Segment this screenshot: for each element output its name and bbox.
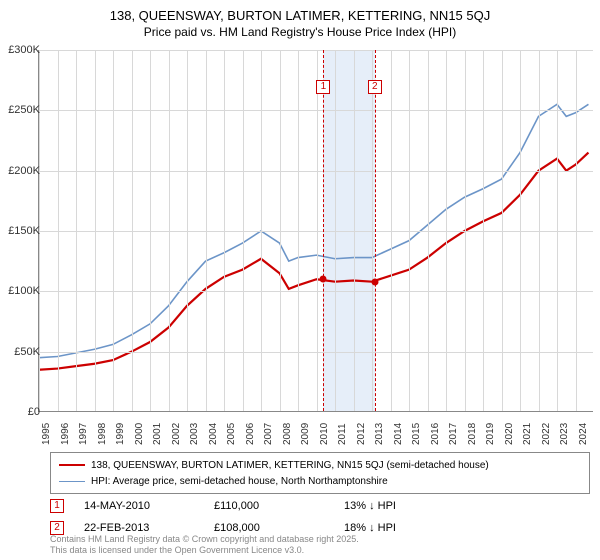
grid-line-v: [280, 50, 281, 411]
x-axis-label: 2024: [578, 423, 589, 445]
y-axis-label: £150K: [8, 225, 40, 237]
grid-line-v: [76, 50, 77, 411]
sale-marker-line: [375, 50, 376, 411]
x-axis-label: 2013: [374, 423, 385, 445]
grid-line-v: [224, 50, 225, 411]
grid-line-v: [335, 50, 336, 411]
grid-line-v: [539, 50, 540, 411]
x-axis-label: 2002: [171, 423, 182, 445]
footer-line-2: This data is licensed under the Open Gov…: [50, 545, 359, 556]
grid-line-v: [354, 50, 355, 411]
chart-plot-area: 12: [38, 50, 593, 412]
grid-line-v: [317, 50, 318, 411]
x-axis-label: 2011: [337, 423, 348, 445]
sale-dot: [320, 276, 327, 283]
x-axis-label: 2006: [245, 423, 256, 445]
x-axis-label: 2016: [430, 423, 441, 445]
y-axis-label: £50K: [14, 346, 40, 358]
x-axis-label: 2009: [300, 423, 311, 445]
legend: 138, QUEENSWAY, BURTON LATIMER, KETTERIN…: [50, 452, 590, 538]
x-axis-label: 2012: [356, 423, 367, 445]
grid-line-v: [409, 50, 410, 411]
transaction-date: 14-MAY-2010: [84, 500, 214, 512]
x-axis-label: 2003: [189, 423, 200, 445]
sale-marker-box: 1: [316, 80, 330, 94]
legend-box: 138, QUEENSWAY, BURTON LATIMER, KETTERIN…: [50, 452, 590, 494]
x-axis-label: 2007: [263, 423, 274, 445]
transaction-price: £110,000: [214, 500, 344, 512]
legend-row: 138, QUEENSWAY, BURTON LATIMER, KETTERIN…: [59, 457, 581, 473]
x-axis-label: 2015: [411, 423, 422, 445]
grid-line-v: [372, 50, 373, 411]
x-axis-label: 1999: [115, 423, 126, 445]
x-axis-label: 1997: [78, 423, 89, 445]
sale-dot: [371, 278, 378, 285]
transactions-list: 1 14-MAY-2010£110,00013% ↓ HPI 2 22-FEB-201…: [50, 496, 590, 538]
grid-line-v: [187, 50, 188, 411]
sale-marker-line: [323, 50, 324, 411]
x-axis-label: 2000: [134, 423, 145, 445]
grid-line-v: [95, 50, 96, 411]
x-axis-label: 2021: [522, 423, 533, 445]
legend-swatch: [59, 481, 85, 482]
x-axis-label: 1998: [97, 423, 108, 445]
transaction-marker: 1: [50, 499, 64, 513]
transaction-date: 22-FEB-2013: [84, 522, 214, 534]
sale-marker-box: 2: [368, 80, 382, 94]
grid-line-v: [298, 50, 299, 411]
footer: Contains HM Land Registry data © Crown c…: [50, 534, 359, 556]
y-axis-label: £250K: [8, 104, 40, 116]
x-axis-label: 1996: [60, 423, 71, 445]
x-axis-label: 2005: [226, 423, 237, 445]
legend-label: HPI: Average price, semi-detached house,…: [91, 476, 388, 487]
legend-swatch: [59, 464, 85, 466]
x-axis-label: 2004: [208, 423, 219, 445]
grid-line-v: [428, 50, 429, 411]
y-axis-label: £0: [28, 406, 40, 418]
grid-line-v: [243, 50, 244, 411]
grid-line-v: [446, 50, 447, 411]
grid-line-v: [113, 50, 114, 411]
x-axis-label: 2010: [319, 423, 330, 445]
x-axis-label: 2019: [485, 423, 496, 445]
x-axis-label: 2001: [152, 423, 163, 445]
legend-row: HPI: Average price, semi-detached house,…: [59, 473, 581, 489]
grid-line-v: [483, 50, 484, 411]
chart-container: 138, QUEENSWAY, BURTON LATIMER, KETTERIN…: [0, 0, 600, 560]
grid-line-v: [391, 50, 392, 411]
chart-subtitle: Price paid vs. HM Land Registry's House …: [0, 23, 600, 39]
grid-line-v: [520, 50, 521, 411]
y-axis-label: £100K: [8, 285, 40, 297]
transaction-delta: 18% ↓ HPI: [344, 522, 474, 534]
x-axis-label: 2022: [541, 423, 552, 445]
transaction-delta: 13% ↓ HPI: [344, 500, 474, 512]
grid-line-v: [261, 50, 262, 411]
grid-line-v: [169, 50, 170, 411]
x-axis-label: 2014: [393, 423, 404, 445]
transaction-marker: 2: [50, 521, 64, 535]
footer-line-1: Contains HM Land Registry data © Crown c…: [50, 534, 359, 545]
x-axis-label: 2017: [448, 423, 459, 445]
chart-title: 138, QUEENSWAY, BURTON LATIMER, KETTERIN…: [0, 0, 600, 23]
grid-line-v: [557, 50, 558, 411]
y-axis-label: £300K: [8, 44, 40, 56]
transaction-price: £108,000: [214, 522, 344, 534]
x-axis-label: 2023: [559, 423, 570, 445]
grid-line-v: [576, 50, 577, 411]
transaction-row: 1 14-MAY-2010£110,00013% ↓ HPI: [50, 496, 590, 516]
x-axis-label: 1995: [41, 423, 52, 445]
legend-label: 138, QUEENSWAY, BURTON LATIMER, KETTERIN…: [91, 460, 489, 471]
x-axis-label: 2020: [504, 423, 515, 445]
grid-line-v: [58, 50, 59, 411]
grid-line-v: [465, 50, 466, 411]
grid-line-v: [206, 50, 207, 411]
grid-line-v: [150, 50, 151, 411]
grid-line-v: [502, 50, 503, 411]
x-axis-label: 2018: [467, 423, 478, 445]
x-axis-label: 2008: [282, 423, 293, 445]
series-price_paid: [39, 153, 588, 370]
y-axis-label: £200K: [8, 165, 40, 177]
grid-line-v: [132, 50, 133, 411]
